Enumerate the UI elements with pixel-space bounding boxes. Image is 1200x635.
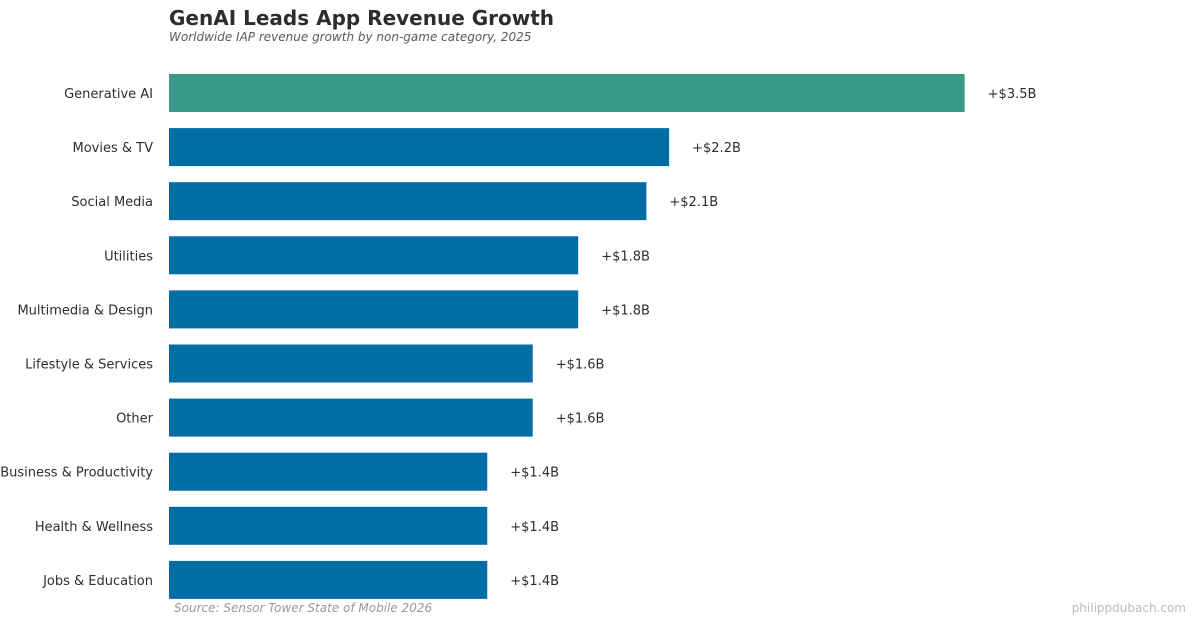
bar	[169, 290, 579, 329]
bar	[169, 560, 488, 599]
data-label: +$1.6B	[556, 358, 605, 373]
category-label: Movies & TV	[73, 141, 154, 156]
data-label: +$1.8B	[601, 303, 650, 318]
category-label: Business & Productivity	[0, 466, 153, 481]
bar	[169, 236, 579, 275]
credit-watermark: philippdubach.com	[1071, 601, 1186, 615]
bar	[169, 128, 670, 167]
data-label: +$1.8B	[601, 249, 650, 264]
category-label: Social Media	[71, 195, 153, 210]
data-label: +$2.2B	[692, 141, 741, 156]
chart-subtitle: Worldwide IAP revenue growth by non-game…	[169, 30, 532, 44]
bar	[169, 344, 533, 383]
data-label: +$3.5B	[988, 87, 1037, 102]
bar	[169, 452, 488, 491]
data-label: +$1.4B	[510, 520, 559, 535]
category-label: Jobs & Education	[42, 574, 153, 589]
data-label: +$2.1B	[669, 195, 718, 210]
category-label: Generative AI	[64, 87, 153, 102]
bar	[169, 74, 965, 112]
data-label: +$1.4B	[510, 574, 559, 589]
source-note: Source: Sensor Tower State of Mobile 202…	[174, 601, 433, 615]
data-label: +$1.4B	[510, 466, 559, 481]
bar	[169, 398, 533, 437]
category-label: Utilities	[104, 249, 153, 264]
category-label: Other	[116, 412, 154, 427]
category-label: Health & Wellness	[35, 520, 153, 535]
chart-title: GenAI Leads App Revenue Growth	[169, 6, 555, 30]
category-label: Lifestyle & Services	[25, 358, 153, 373]
data-label: +$1.6B	[556, 412, 605, 427]
bar	[169, 506, 488, 545]
category-label: Multimedia & Design	[17, 303, 153, 318]
bar	[169, 182, 647, 221]
